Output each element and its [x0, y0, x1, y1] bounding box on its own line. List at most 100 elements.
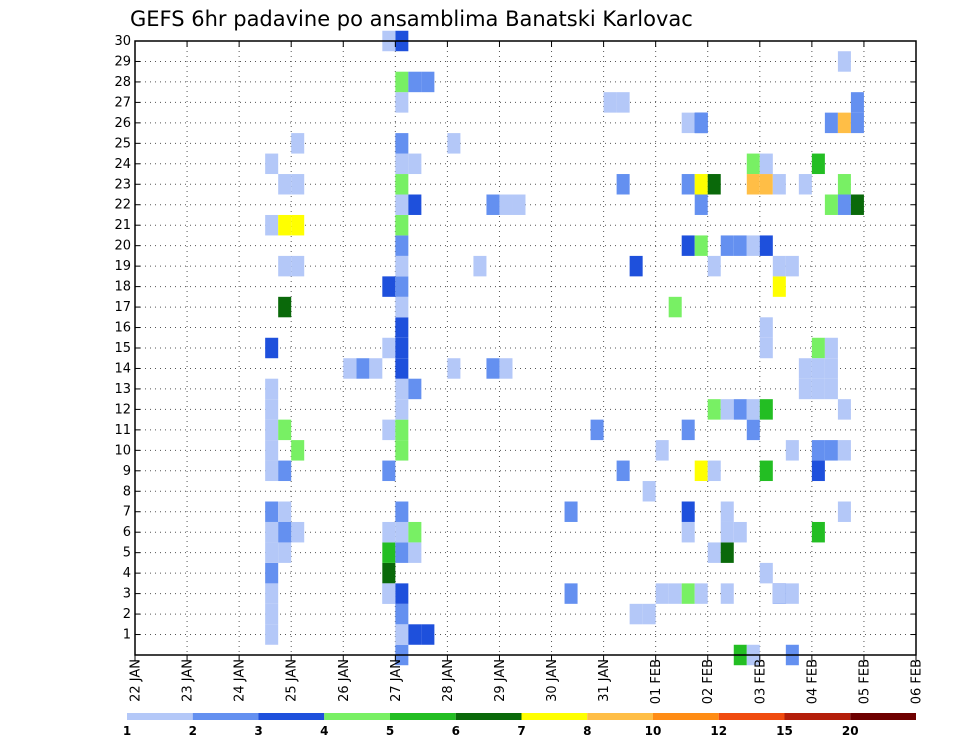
heatmap-cell: [265, 440, 279, 461]
heatmap-cell: [590, 419, 604, 441]
heatmap-cell: [421, 71, 435, 93]
heatmap-cell: [291, 174, 305, 195]
heatmap-cell: [733, 399, 747, 420]
heatmap-cell: [785, 583, 799, 604]
y-tick-label: 14: [114, 361, 131, 376]
heatmap-cell: [512, 194, 526, 215]
heatmap-cell: [395, 358, 409, 379]
heatmap-cell: [694, 174, 708, 195]
heatmap-cell: [837, 174, 851, 195]
heatmap-cell: [486, 194, 500, 215]
heatmap-cell: [291, 214, 305, 236]
y-tick-label: 6: [123, 525, 131, 540]
heatmap-cell: [395, 542, 409, 563]
heatmap-cell: [824, 337, 838, 359]
heatmap-cell: [369, 358, 383, 379]
heatmap-cell: [395, 583, 409, 604]
heatmap-cell: [265, 583, 279, 604]
heatmap-cell: [265, 153, 279, 175]
heatmap-cell: [759, 153, 773, 175]
heatmap-cell: [720, 399, 734, 420]
y-tick-label: 22: [114, 198, 131, 213]
y-tick-label: 12: [114, 402, 131, 417]
heatmap-cell: [655, 440, 669, 461]
heatmap-cell: [265, 562, 279, 584]
heatmap-cell: [395, 317, 409, 338]
heatmap-cell: [707, 460, 721, 482]
colorbar-label: 15: [776, 724, 793, 738]
heatmap-cell: [395, 296, 409, 318]
heatmap-cell: [265, 378, 279, 400]
heatmap-cell: [486, 358, 500, 379]
heatmap-cell: [811, 378, 825, 400]
heatmap-cell: [278, 296, 292, 318]
colorbar-segment: [127, 713, 193, 720]
heatmap-cell: [850, 112, 864, 134]
heatmap-cell: [642, 481, 656, 502]
y-tick-label: 27: [114, 95, 131, 110]
heatmap-cell: [824, 440, 838, 461]
x-tick-label: 28 JAN: [441, 659, 456, 702]
colorbar-label: 1: [123, 724, 131, 738]
heatmap-cell: [447, 133, 461, 154]
heatmap-cell: [265, 399, 279, 420]
heatmap-cell: [265, 501, 279, 522]
heatmap-cell: [811, 153, 825, 175]
y-tick-label: 24: [114, 157, 131, 172]
colorbar-label: 2: [189, 724, 197, 738]
heatmap-cell: [668, 583, 682, 604]
heatmap-cell: [291, 133, 305, 154]
heatmap-cell: [408, 153, 422, 175]
heatmap-cell: [733, 521, 747, 543]
heatmap-cell: [564, 501, 578, 522]
heatmap-cell: [265, 337, 279, 359]
heatmap-cell: [395, 399, 409, 420]
heatmap-cell: [278, 501, 292, 522]
heatmap-cell: [616, 174, 630, 195]
heatmap-cell: [746, 174, 760, 195]
heatmap-cell: [265, 603, 279, 625]
heatmap-cell: [720, 521, 734, 543]
heatmap-cell: [811, 440, 825, 461]
heatmap-cell: [694, 235, 708, 256]
heatmap-cell: [265, 460, 279, 482]
colorbar-label: 4: [320, 724, 328, 738]
heatmap-cell: [408, 378, 422, 400]
heatmap-cell: [720, 583, 734, 604]
heatmap-cell: [382, 542, 396, 563]
x-tick-label: 23 JAN: [181, 659, 196, 702]
y-tick-label: 18: [114, 280, 131, 295]
heatmap-cell: [746, 419, 760, 441]
colorbar-label: 5: [386, 724, 394, 738]
heatmap-cell: [811, 521, 825, 543]
y-tick-label: 16: [114, 321, 131, 336]
heatmap-cell: [707, 399, 721, 420]
heatmap-cell: [837, 399, 851, 420]
heatmap-cell: [811, 337, 825, 359]
heatmap-cell: [395, 255, 409, 277]
x-tick-label: 05 FEB: [857, 659, 872, 704]
heatmap-cell: [837, 440, 851, 461]
y-tick-label: 13: [114, 382, 131, 397]
x-tick-label: 22 JAN: [129, 659, 144, 702]
heatmap-cell: [707, 174, 721, 195]
colorbar-label: 8: [583, 724, 591, 738]
heatmap-cell: [811, 358, 825, 379]
heatmap-cell: [772, 583, 786, 604]
heatmap-cell: [850, 194, 864, 215]
y-tick-label: 26: [114, 116, 131, 131]
heatmap-cell: [395, 440, 409, 461]
heatmap-cell: [759, 235, 773, 256]
heatmap-cell: [408, 71, 422, 93]
heatmap-cell: [408, 194, 422, 215]
heatmap-cell: [395, 603, 409, 625]
heatmap-cell: [629, 255, 643, 277]
heatmap-cell: [278, 214, 292, 236]
y-tick-label: 8: [123, 484, 131, 499]
y-tick-label: 20: [114, 239, 131, 254]
y-tick-label: 29: [114, 54, 131, 69]
heatmap-cell: [603, 92, 617, 113]
heatmap-cell: [278, 460, 292, 482]
heatmap-cell: [564, 583, 578, 604]
